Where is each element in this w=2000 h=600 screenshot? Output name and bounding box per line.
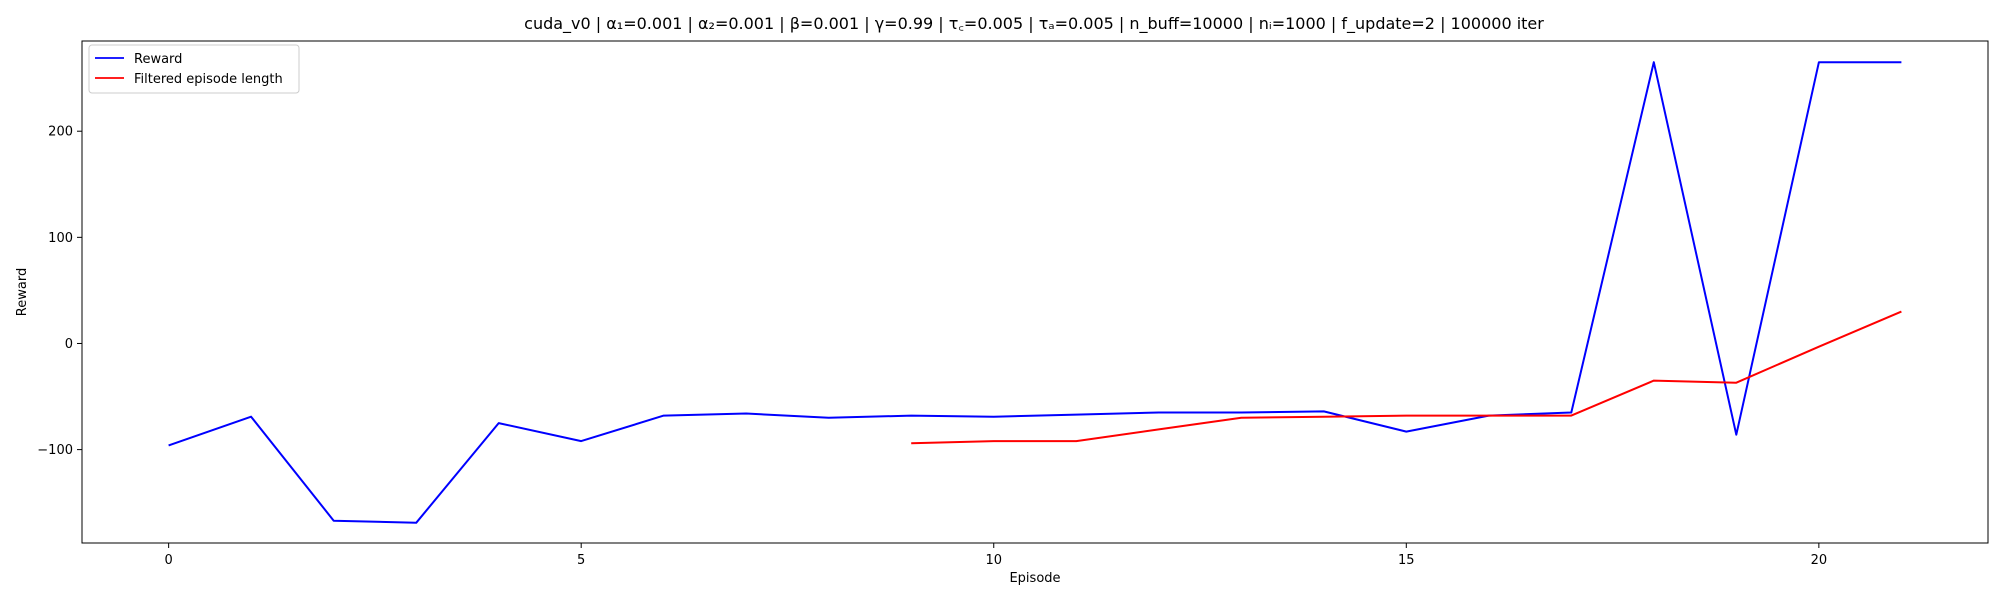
filtered-episode-length-series-line — [911, 310, 1902, 445]
x-tick-label: 10 — [985, 553, 1002, 568]
x-tick-label: 20 — [1811, 553, 1828, 568]
ticks-group: 0 5 10 15 20 −100 0 100 200 — [37, 125, 1827, 568]
legend: Reward Filtered episode length — [88, 44, 300, 94]
y-tick-label: 0 — [65, 337, 73, 352]
x-tick-label: 0 — [164, 553, 172, 568]
y-tick-label: 200 — [48, 125, 73, 140]
y-tick-label: 100 — [48, 231, 73, 246]
chart-title: cuda_v0 | α₁=0.001 | α₂=0.001 | β=0.001 … — [524, 14, 1544, 34]
legend-reward-label: Reward — [134, 52, 182, 67]
legend-box — [88, 44, 300, 94]
y-tick-label: −100 — [37, 443, 73, 458]
x-axis-label: Episode — [1009, 571, 1060, 586]
x-tick-label: 5 — [577, 553, 585, 568]
plot-area — [81, 40, 1989, 544]
legend-filtered-label: Filtered episode length — [134, 72, 283, 87]
series-group — [168, 61, 1902, 524]
y-axis-label: Reward — [15, 268, 30, 316]
x-tick-label: 15 — [1398, 553, 1415, 568]
reward-series-line — [168, 61, 1902, 524]
